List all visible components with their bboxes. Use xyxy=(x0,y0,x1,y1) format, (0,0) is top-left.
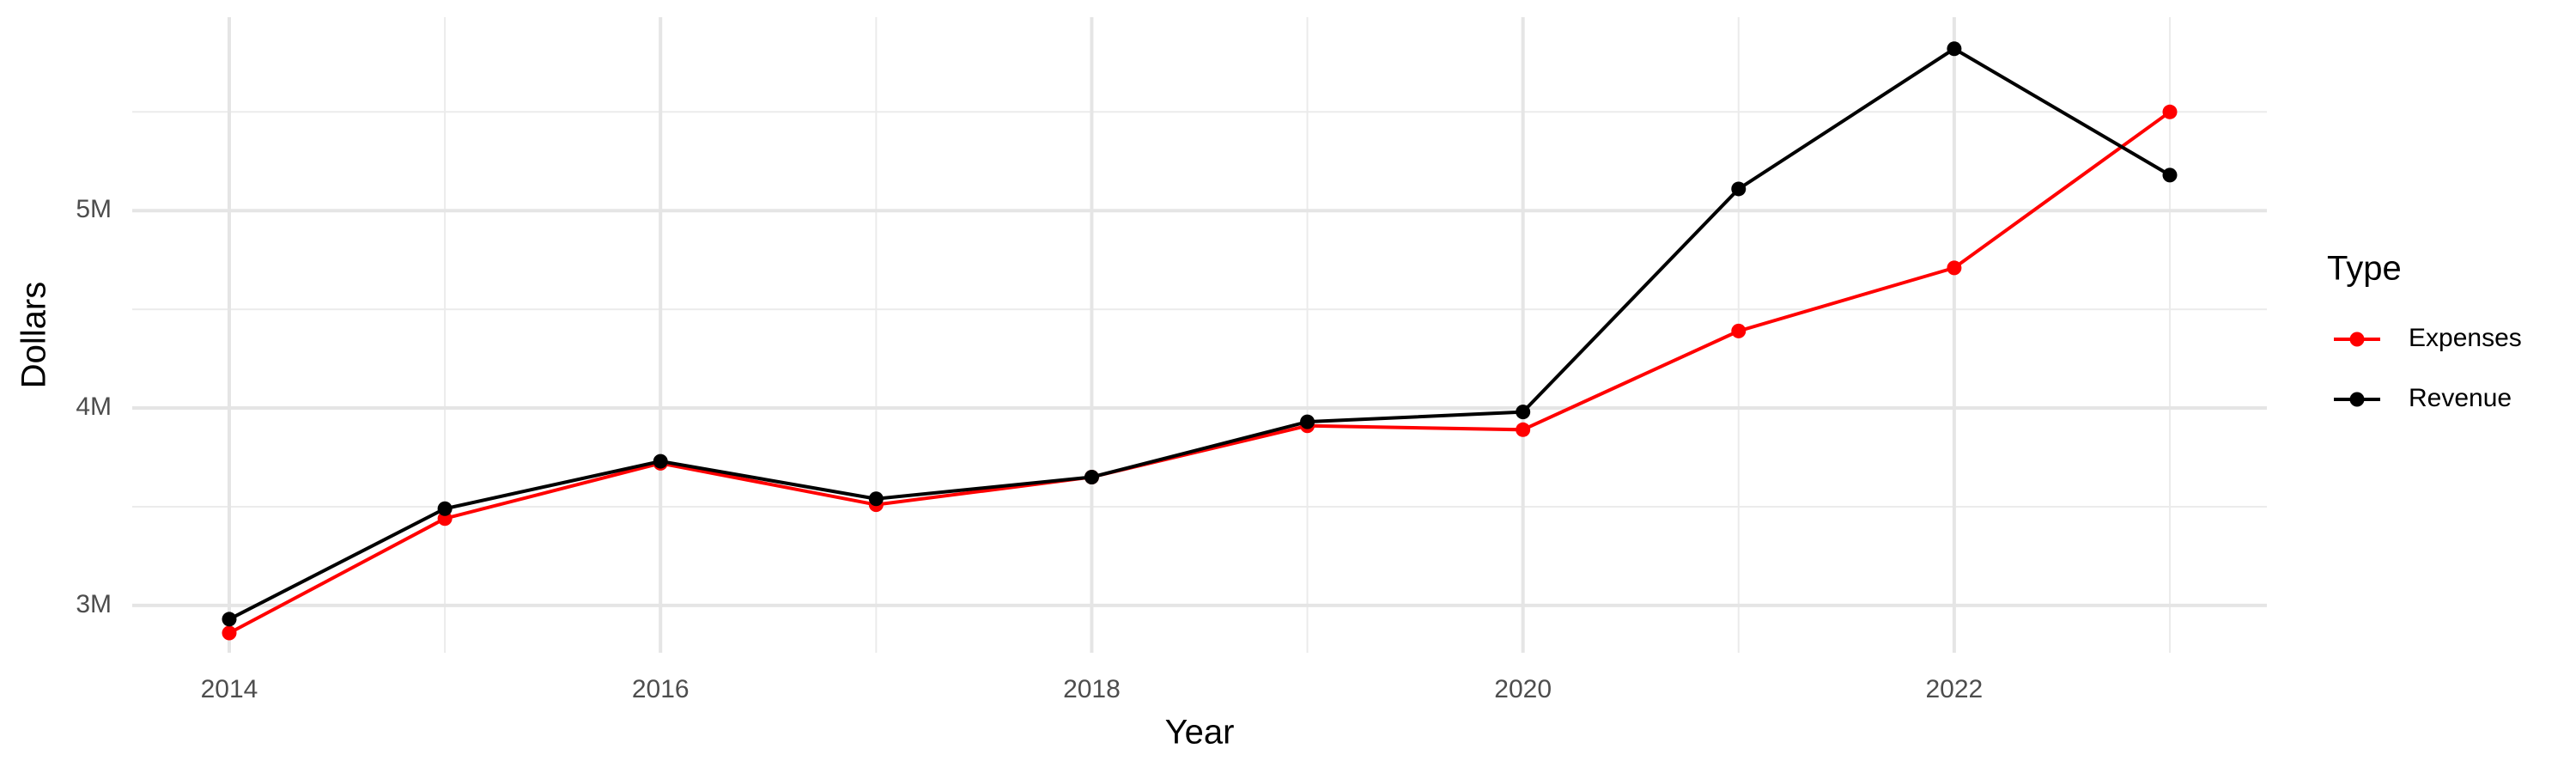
data-point xyxy=(222,625,237,641)
data-point xyxy=(2162,167,2178,183)
legend-label: Revenue xyxy=(2409,384,2512,412)
x-tick-label: 2014 xyxy=(201,675,258,703)
x-tick-label: 2022 xyxy=(1926,675,1984,703)
x-tick-label: 2016 xyxy=(632,675,690,703)
data-point xyxy=(1731,181,1747,197)
legend-title: Type xyxy=(2327,250,2402,288)
y-tick-label: 4M xyxy=(76,393,112,421)
data-point xyxy=(1516,422,1531,437)
y-tick-label: 3M xyxy=(76,590,112,618)
series-line xyxy=(228,110,2172,635)
data-point xyxy=(1731,323,1747,338)
data-point xyxy=(1300,414,1315,429)
data-point xyxy=(437,501,453,516)
legend-key-point xyxy=(2349,332,2365,347)
data-point xyxy=(1947,41,1962,57)
data-point xyxy=(1516,405,1531,420)
x-axis-title: Year xyxy=(1165,714,1235,752)
x-tick-label: 2020 xyxy=(1494,675,1552,703)
data-point xyxy=(2162,104,2178,119)
legend-key-point xyxy=(2349,392,2365,407)
data-point xyxy=(1084,469,1099,484)
y-tick-label: 5M xyxy=(76,195,112,223)
series-line xyxy=(228,46,2172,621)
x-tick-label: 2018 xyxy=(1063,675,1121,703)
data-point xyxy=(222,612,237,627)
data-point xyxy=(1947,260,1962,276)
y-axis-title: Dollars xyxy=(15,282,53,388)
data-point xyxy=(868,491,884,507)
legend-label: Expenses xyxy=(2409,324,2522,352)
data-point xyxy=(653,453,668,469)
